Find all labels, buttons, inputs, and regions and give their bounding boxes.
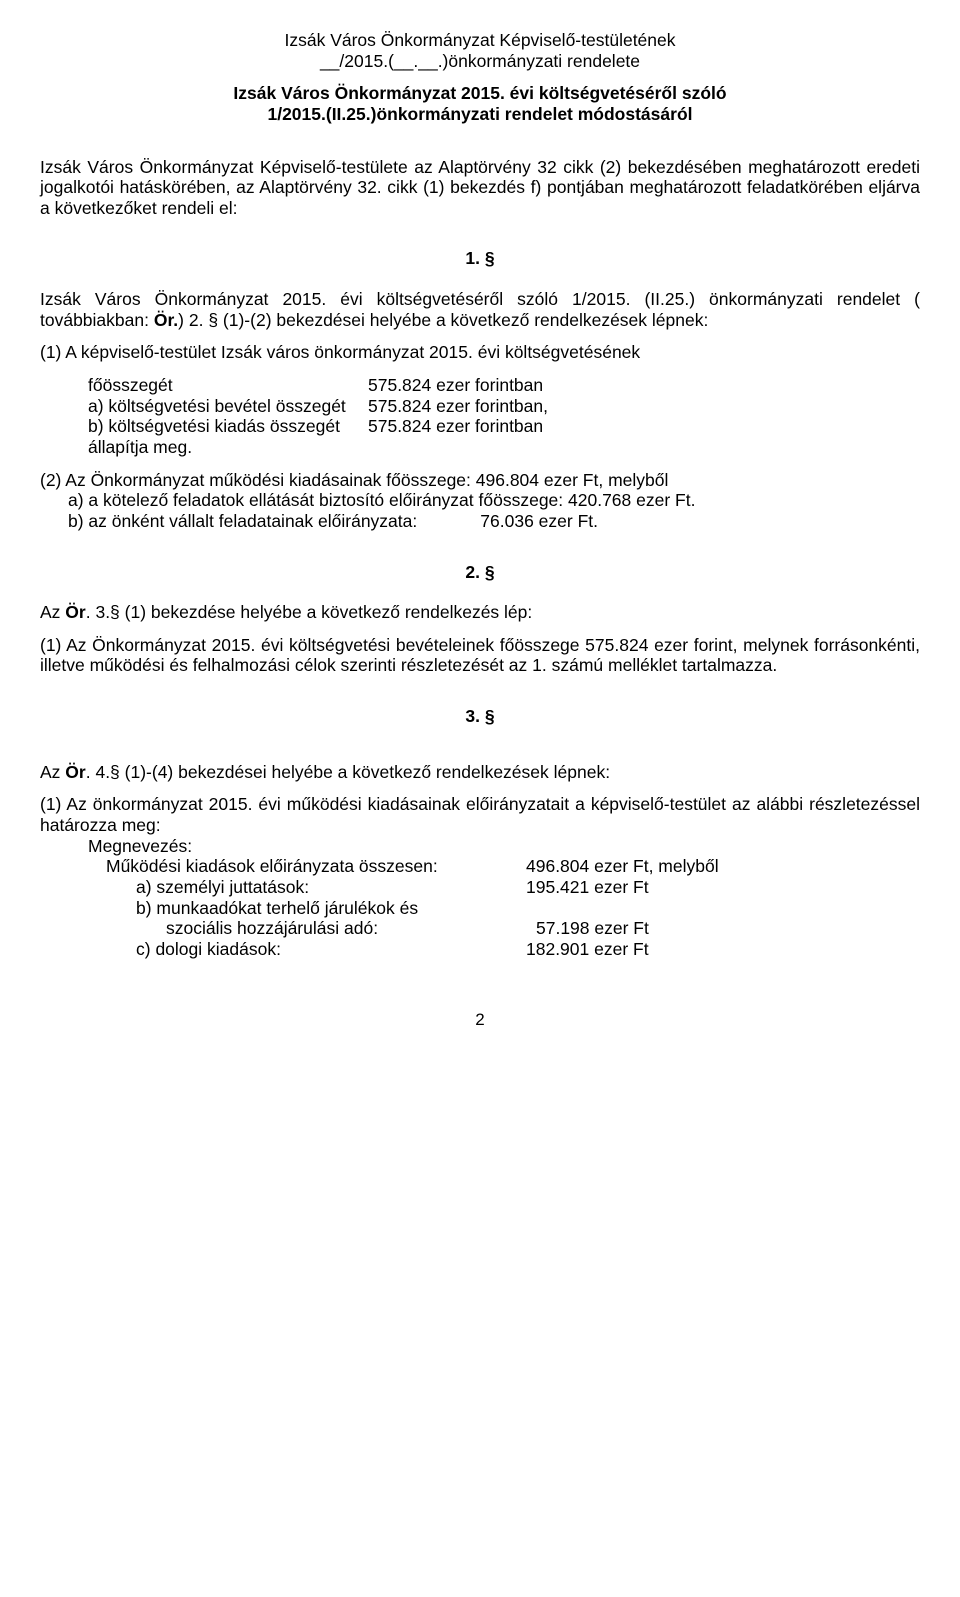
s1-para1-bold: Ör. xyxy=(154,310,178,330)
b-label: b) költségvetési kiadás összegét xyxy=(88,416,368,437)
s3-line1: Az Ör. 4.§ (1)-(4) bekezdései helyébe a … xyxy=(40,762,920,783)
s3-row-b-value: 57.198 ezer Ft xyxy=(526,918,920,939)
s2-line1-pre: Az xyxy=(40,602,65,622)
s1-item2-line1: (2) Az Önkormányzat működési kiadásainak… xyxy=(40,470,920,491)
header-line2: __/2015.(__.__.)önkormányzati rendelete xyxy=(40,51,920,72)
a-label: a) költségvetési bevétel összegét xyxy=(88,396,368,417)
page-number: 2 xyxy=(40,1010,920,1030)
s3-row-b-label1: b) munkaadókat terhelő járulékok és xyxy=(88,898,920,919)
s1-amounts-block: főösszegét 575.824 ezer forintban a) köl… xyxy=(40,375,920,458)
section-3-number: 3. § xyxy=(40,706,920,727)
section-2-number: 2. § xyxy=(40,562,920,583)
s3-intro: (1) Az önkormányzat 2015. évi működési k… xyxy=(40,794,920,835)
s1-item2-b-value: 76.036 ezer Ft. xyxy=(448,511,598,532)
s3-row-c-value: 182.901 ezer Ft xyxy=(526,939,920,960)
subtitle-line1: Izsák Város Önkormányzat 2015. évi költs… xyxy=(40,83,920,104)
intro-paragraph: Izsák Város Önkormányzat Képviselő-testü… xyxy=(40,157,920,219)
foosszeg-value: 575.824 ezer forintban xyxy=(368,375,920,396)
s2-line1-post: . 3.§ (1) bekezdése helyébe a következő … xyxy=(86,602,533,622)
s3-row-a-label: a) személyi juttatások: xyxy=(136,877,526,898)
header-line1: Izsák Város Önkormányzat Képviselő-testü… xyxy=(40,30,920,51)
s3-line1-post: . 4.§ (1)-(4) bekezdései helyébe a követ… xyxy=(86,762,610,782)
s2-line1-bold: Ör xyxy=(65,602,85,622)
megnevezes: Megnevezés: xyxy=(88,836,920,857)
s1-item2-b-label: b) az önként vállalt feladatainak előirá… xyxy=(68,511,448,532)
s3-row1: Működési kiadások előirányzata összesen:… xyxy=(88,856,920,877)
s3-row-b-label2: szociális hozzájárulási adó: xyxy=(166,918,526,939)
s3-row-b2: szociális hozzájárulási adó: 57.198 ezer… xyxy=(88,918,920,939)
section-1-number: 1. § xyxy=(40,248,920,269)
section-1-para1: Izsák Város Önkormányzat 2015. évi költs… xyxy=(40,289,920,330)
s3-row1-label: Működési kiadások előirányzata összesen: xyxy=(106,856,526,877)
s3-line1-bold: Ör xyxy=(65,762,85,782)
s3-row-a-value: 195.421 ezer Ft xyxy=(526,877,920,898)
row-foosszeg: főösszegét 575.824 ezer forintban xyxy=(88,375,920,396)
s1-item1-intro: (1) A képviselő-testület Izsák város önk… xyxy=(40,342,920,363)
s3-row-c: c) dologi kiadások: 182.901 ezer Ft xyxy=(88,939,920,960)
allapitja: állapítja meg. xyxy=(88,437,920,458)
s3-row1-value: 496.804 ezer Ft, melyből xyxy=(526,856,920,877)
s3-line1-pre: Az xyxy=(40,762,65,782)
s2-line1: Az Ör. 3.§ (1) bekezdése helyébe a követ… xyxy=(40,602,920,623)
row-a: a) költségvetési bevétel összegét 575.82… xyxy=(88,396,920,417)
s3-row-c-label: c) dologi kiadások: xyxy=(136,939,526,960)
document-page: Izsák Város Önkormányzat Képviselő-testü… xyxy=(0,0,960,1070)
foosszeg-label: főösszegét xyxy=(88,375,368,396)
s1-item2-b-row: b) az önként vállalt feladatainak előirá… xyxy=(40,511,920,532)
row-b: b) költségvetési kiadás összegét 575.824… xyxy=(88,416,920,437)
s3-details: Megnevezés: Működési kiadások előirányza… xyxy=(40,836,920,960)
s1-para1-post: ) 2. § (1)-(2) bekezdései helyébe a köve… xyxy=(178,310,708,330)
s3-row-a: a) személyi juttatások: 195.421 ezer Ft xyxy=(88,877,920,898)
a-value: 575.824 ezer forintban, xyxy=(368,396,920,417)
b-value: 575.824 ezer forintban xyxy=(368,416,920,437)
s1-item2-a: a) a kötelező feladatok ellátását biztos… xyxy=(40,490,920,511)
subtitle-line2: 1/2015.(II.25.)önkormányzati rendelet mó… xyxy=(40,104,920,125)
s3-intro-text: (1) Az önkormányzat 2015. évi működési k… xyxy=(40,794,920,835)
s2-para: (1) Az Önkormányzat 2015. évi költségvet… xyxy=(40,635,920,676)
